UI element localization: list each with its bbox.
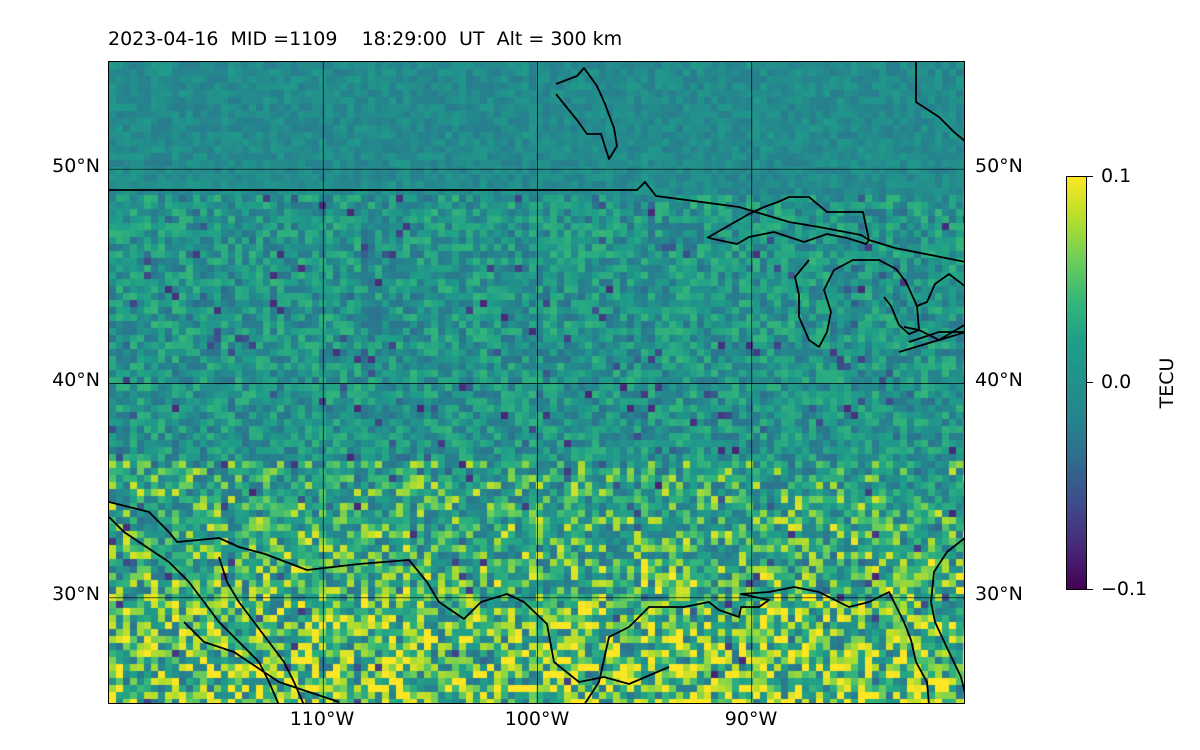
mexico-pacific-coast (183, 621, 340, 703)
coastlines-and-borders (109, 62, 964, 703)
lat-tick-label-left: 40°N (52, 369, 100, 391)
us-canada-border (109, 181, 964, 263)
lon-tick-label: 110°W (289, 708, 355, 730)
colorbar-tick-label: −0.1 (1101, 578, 1148, 600)
map-area (108, 61, 965, 704)
colorbar-tick (1087, 589, 1093, 591)
canada-arctic-coast (915, 62, 964, 142)
lake-ontario-outline (898, 331, 964, 353)
lat-tick-label-right: 30°N (975, 583, 1023, 605)
gulf-coast (584, 586, 930, 703)
lake-huron-outline (916, 273, 964, 307)
lat-tick-label-left: 50°N (52, 155, 100, 177)
hudson-bay-island (555, 67, 618, 160)
lat-tick-label-right: 40°N (975, 369, 1023, 391)
baja-california-coast (109, 516, 280, 703)
gridlines (109, 62, 964, 703)
lat-tick-label-right: 50°N (975, 155, 1023, 177)
colorbar-tick (1087, 382, 1093, 384)
lon-tick-label: 100°W (504, 708, 570, 730)
colorbar-tick-label: 0.0 (1101, 371, 1132, 393)
map-title: 2023-04-16 MID =1109 18:29:00 UT Alt = 3… (108, 28, 623, 50)
lake-michigan-outline (794, 259, 920, 348)
map-overlay (109, 62, 964, 703)
gulf-of-california-coast (218, 556, 305, 703)
lake-superior-outline (706, 196, 870, 245)
colorbar-tick (1087, 176, 1093, 178)
colorbar-label: TECU (1156, 357, 1178, 409)
florida-coast (930, 537, 964, 693)
colorbar-tick-label: 0.1 (1101, 165, 1132, 187)
colorbar (1066, 176, 1087, 590)
lon-tick-label: 90°W (724, 708, 778, 730)
lat-tick-label-left: 30°N (52, 583, 100, 605)
us-mexico-border (109, 501, 670, 685)
